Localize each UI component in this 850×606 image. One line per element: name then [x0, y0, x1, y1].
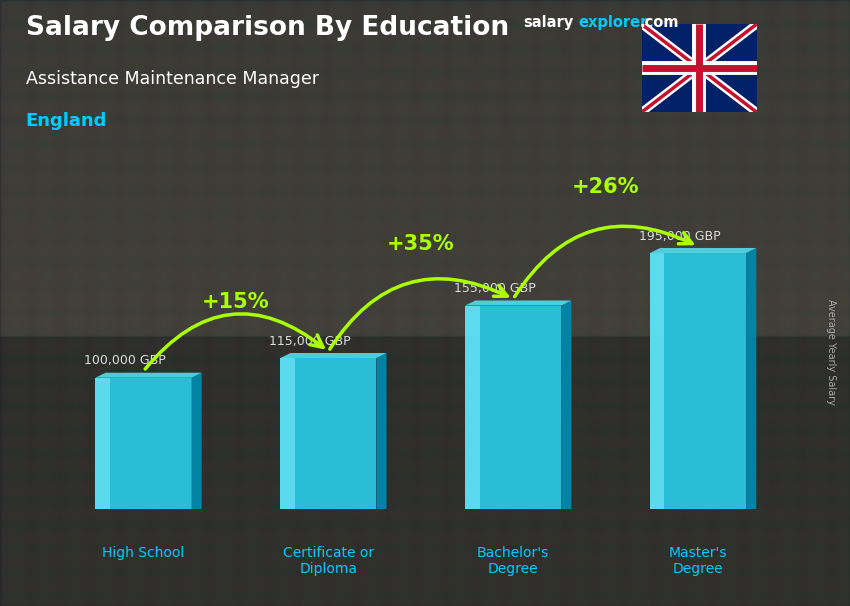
Text: +26%: +26%	[572, 178, 639, 198]
Text: +15%: +15%	[202, 291, 269, 311]
Text: 100,000 GBP: 100,000 GBP	[84, 355, 166, 367]
Polygon shape	[95, 378, 191, 509]
Text: Average Yearly Salary: Average Yearly Salary	[826, 299, 836, 404]
Text: explorer: explorer	[578, 15, 648, 30]
Text: England: England	[26, 112, 107, 130]
Polygon shape	[465, 301, 571, 305]
Polygon shape	[191, 373, 201, 509]
Polygon shape	[642, 24, 756, 112]
Text: 195,000 GBP: 195,000 GBP	[638, 230, 721, 242]
Polygon shape	[561, 301, 571, 509]
Text: salary: salary	[523, 15, 573, 30]
Text: 155,000 GBP: 155,000 GBP	[454, 282, 536, 295]
Polygon shape	[280, 353, 387, 358]
Polygon shape	[746, 248, 756, 509]
Polygon shape	[650, 253, 665, 509]
Polygon shape	[465, 305, 479, 509]
Text: .com: .com	[639, 15, 678, 30]
Polygon shape	[650, 253, 746, 509]
Polygon shape	[95, 373, 201, 378]
Polygon shape	[650, 248, 756, 253]
Text: Salary Comparison By Education: Salary Comparison By Education	[26, 15, 508, 41]
Text: Assistance Maintenance Manager: Assistance Maintenance Manager	[26, 70, 319, 88]
Text: Master's
Degree: Master's Degree	[669, 546, 728, 576]
Polygon shape	[377, 353, 387, 509]
Polygon shape	[95, 378, 110, 509]
Text: Certificate or
Diploma: Certificate or Diploma	[283, 546, 374, 576]
Text: Bachelor's
Degree: Bachelor's Degree	[477, 546, 549, 576]
Polygon shape	[280, 358, 377, 509]
Polygon shape	[465, 305, 561, 509]
Text: 115,000 GBP: 115,000 GBP	[269, 335, 351, 347]
Text: +35%: +35%	[387, 234, 455, 254]
Text: High School: High School	[102, 546, 184, 560]
Polygon shape	[280, 358, 295, 509]
